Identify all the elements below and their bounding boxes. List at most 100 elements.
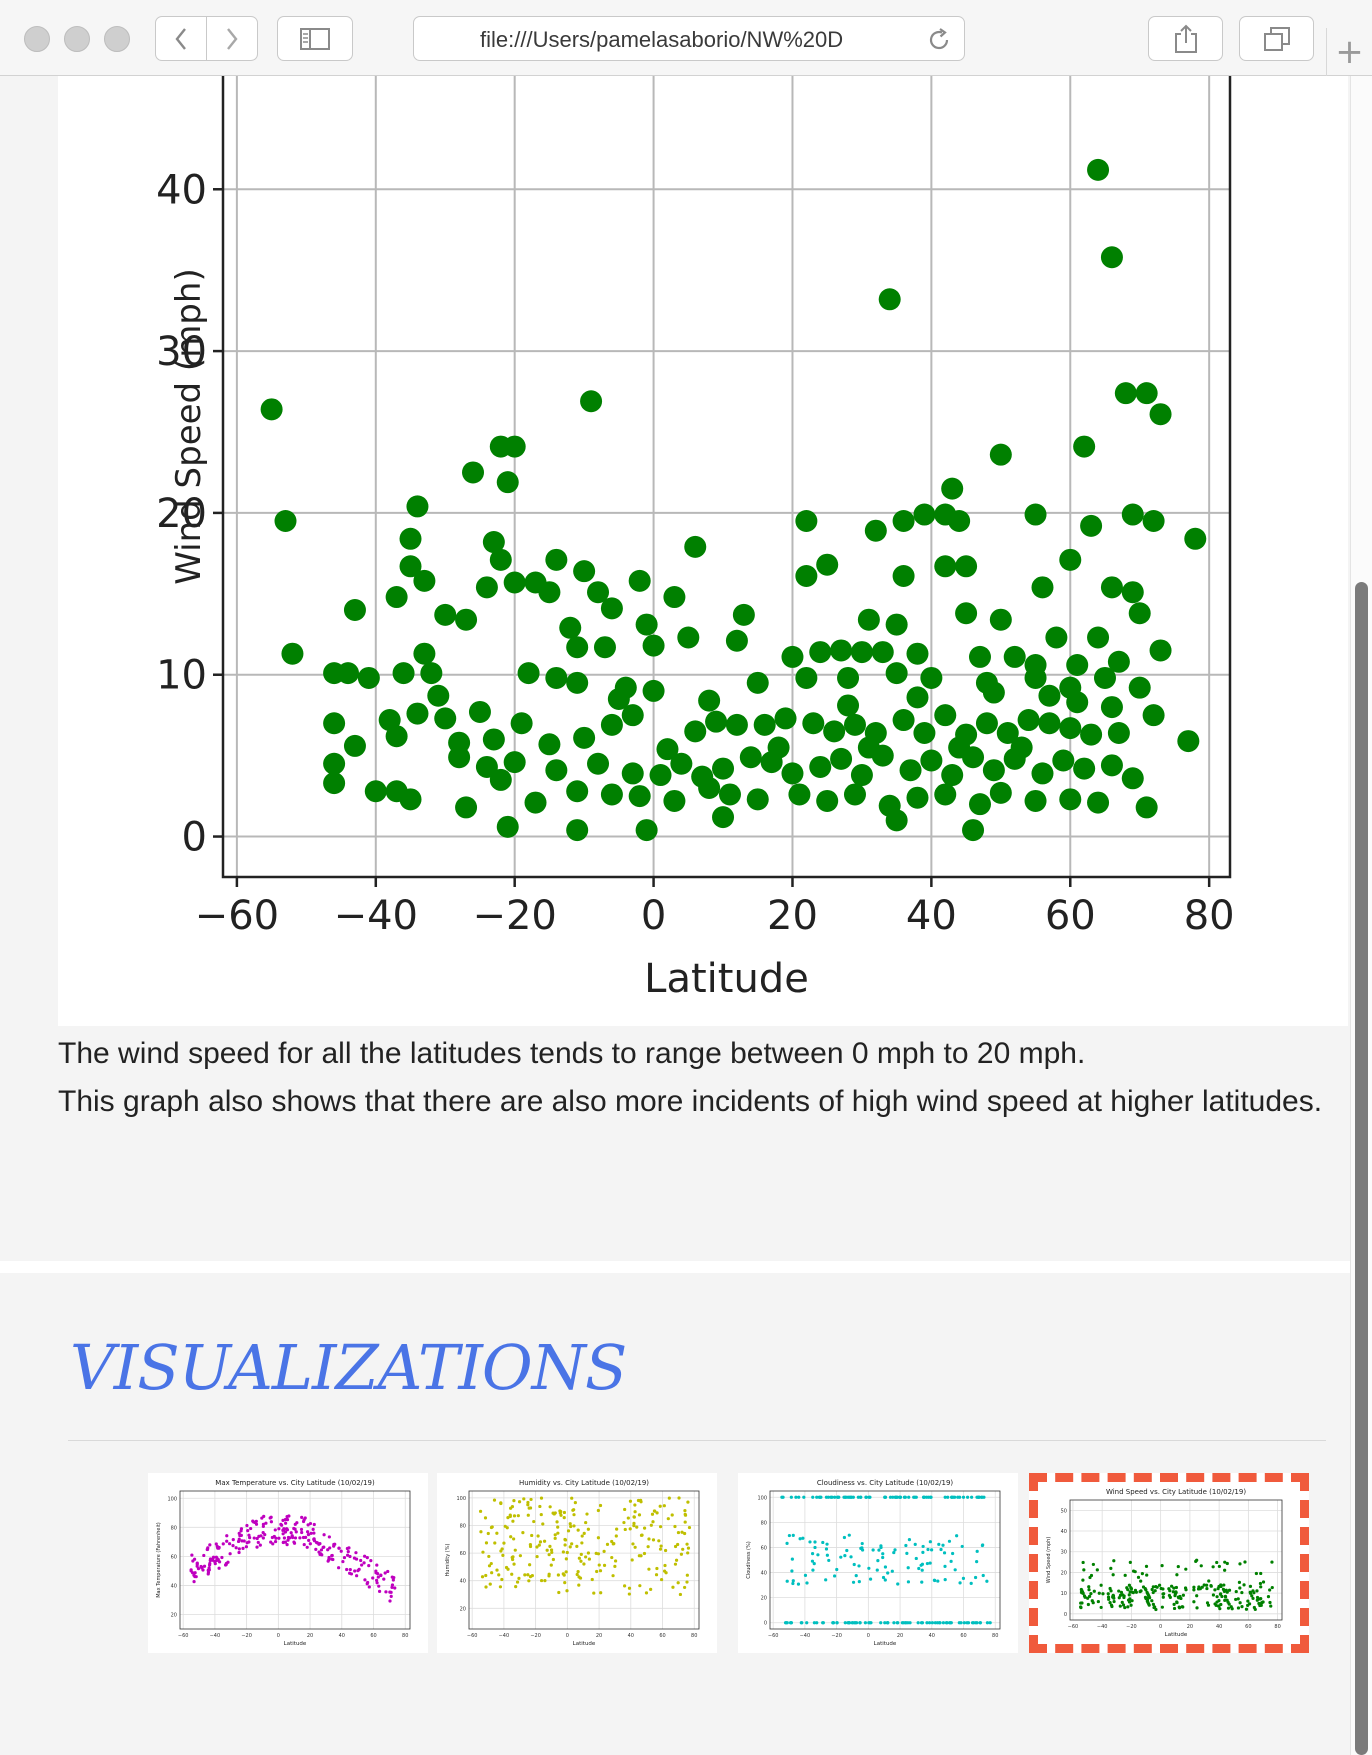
data-point xyxy=(823,720,846,743)
thumb-data-point xyxy=(1172,1606,1177,1611)
y-tick-label: 10 xyxy=(156,653,207,699)
thumb-data-point xyxy=(563,1537,567,1542)
thumb-data-point xyxy=(379,1573,383,1577)
thumb-data-point xyxy=(353,1569,357,1573)
new-tab-button[interactable]: + xyxy=(1326,28,1372,76)
thumb-data-point xyxy=(932,1578,937,1582)
data-point xyxy=(468,700,491,723)
thumb-data-point xyxy=(289,1531,293,1535)
thumb-data-point xyxy=(863,1621,868,1625)
thumb-data-point xyxy=(1108,1586,1112,1591)
thumb-y-tick-label: 10 xyxy=(1061,1591,1067,1597)
thumb-data-point xyxy=(356,1569,360,1573)
thumb-y-tick-label: 0 xyxy=(1064,1612,1067,1618)
data-point xyxy=(538,733,561,756)
data-point xyxy=(989,608,1012,631)
sidebar-button[interactable] xyxy=(277,16,353,61)
thumb-data-point xyxy=(876,1559,880,1563)
thumb-data-point xyxy=(659,1577,664,1582)
data-point xyxy=(635,613,658,636)
thumb-data-point xyxy=(538,1504,542,1509)
close-window-button[interactable] xyxy=(24,26,50,52)
thumb-data-point xyxy=(927,1621,932,1625)
thumb-y-axis-label: Max Temperature (Fahrenheit) xyxy=(156,1522,162,1598)
data-point xyxy=(892,510,915,532)
data-point xyxy=(621,762,644,785)
thumb-data-point xyxy=(1095,1568,1099,1572)
address-bar[interactable]: file:///Users/pamelasaborio/NW%20D xyxy=(413,16,965,61)
zoom-window-button[interactable] xyxy=(104,26,130,52)
thumbnail-1[interactable]: Max Temperature vs. City Latitude (10/02… xyxy=(148,1473,428,1653)
share-button[interactable] xyxy=(1148,16,1223,61)
thumbnail-3[interactable]: Cloudiness vs. City Latitude (10/02/19) −… xyxy=(738,1473,1018,1653)
data-point xyxy=(448,746,471,769)
data-point xyxy=(677,626,700,649)
thumb-data-point xyxy=(877,1548,881,1552)
thumb-data-point xyxy=(542,1539,547,1543)
data-point xyxy=(955,555,978,578)
scrollbar-thumb[interactable] xyxy=(1355,582,1368,1755)
data-point xyxy=(1024,789,1047,812)
thumb-data-point xyxy=(920,1568,924,1572)
data-point xyxy=(475,576,498,599)
thumb-data-point xyxy=(943,1495,947,1499)
thumb-data-point xyxy=(671,1585,675,1589)
thumb-y-tick-label: 100 xyxy=(757,1495,767,1501)
data-point xyxy=(510,712,533,735)
thumb-data-point xyxy=(644,1591,649,1595)
thumb-data-point xyxy=(390,1583,395,1587)
thumb-data-point xyxy=(221,1542,225,1546)
thumb-data-point xyxy=(1205,1586,1209,1591)
thumb-data-point xyxy=(1244,1607,1249,1611)
thumb-data-point xyxy=(1127,1600,1132,1604)
x-tick-label: −60 xyxy=(195,893,279,939)
thumb-data-point xyxy=(622,1520,626,1525)
tabs-button[interactable] xyxy=(1239,16,1314,61)
thumb-data-point xyxy=(290,1534,294,1538)
thumb-data-point xyxy=(974,1621,978,1625)
data-point xyxy=(885,809,908,832)
reload-icon[interactable] xyxy=(926,27,952,53)
thumb-data-point xyxy=(652,1509,657,1513)
minimize-window-button[interactable] xyxy=(64,26,90,52)
thumb-data-point xyxy=(908,1621,912,1625)
thumbnail-4[interactable]: Wind Speed vs. City Latitude (10/02/19) −… xyxy=(1029,1473,1309,1653)
x-tick-label: 80 xyxy=(1184,893,1235,939)
thumb-data-point xyxy=(259,1534,263,1538)
thumb-data-point xyxy=(639,1498,643,1502)
thumb-data-point xyxy=(497,1573,501,1577)
thumb-data-point xyxy=(925,1561,929,1566)
data-point xyxy=(573,726,596,749)
data-point xyxy=(857,736,880,759)
thumb-data-point xyxy=(1200,1585,1204,1589)
thumb-data-point xyxy=(857,1580,861,1584)
data-point xyxy=(989,443,1012,466)
thumb-x-tick-label: 80 xyxy=(691,1633,697,1639)
thumbnail-2[interactable]: Humidity vs. City Latitude (10/02/19) −60… xyxy=(437,1473,717,1653)
thumb-data-point xyxy=(367,1585,371,1589)
thumb-data-point xyxy=(1175,1573,1179,1577)
thumb-data-point xyxy=(1140,1572,1144,1576)
thumb-data-point xyxy=(518,1554,522,1558)
data-point xyxy=(892,709,915,732)
thumb-data-point xyxy=(553,1536,557,1540)
data-point xyxy=(725,629,748,652)
thumb-y-tick-label: 50 xyxy=(1061,1508,1067,1514)
thumb-data-point xyxy=(211,1557,215,1561)
thumb-data-point xyxy=(511,1519,515,1523)
data-point xyxy=(746,671,769,694)
thumb-data-point xyxy=(953,1495,957,1499)
thumb-data-point xyxy=(489,1561,493,1566)
thumb-data-point xyxy=(1223,1595,1228,1599)
thumb-data-point xyxy=(676,1542,680,1547)
data-point xyxy=(503,751,526,774)
thumb-data-point xyxy=(930,1548,934,1552)
forward-button[interactable] xyxy=(206,16,258,61)
thumb-data-point xyxy=(948,1621,952,1625)
thumb-data-point xyxy=(1259,1571,1263,1576)
thumb-data-point xyxy=(1192,1600,1196,1604)
thumb-data-point xyxy=(896,1582,900,1586)
back-button[interactable] xyxy=(155,16,207,61)
thumb-data-point xyxy=(937,1542,941,1546)
data-point xyxy=(906,642,929,665)
